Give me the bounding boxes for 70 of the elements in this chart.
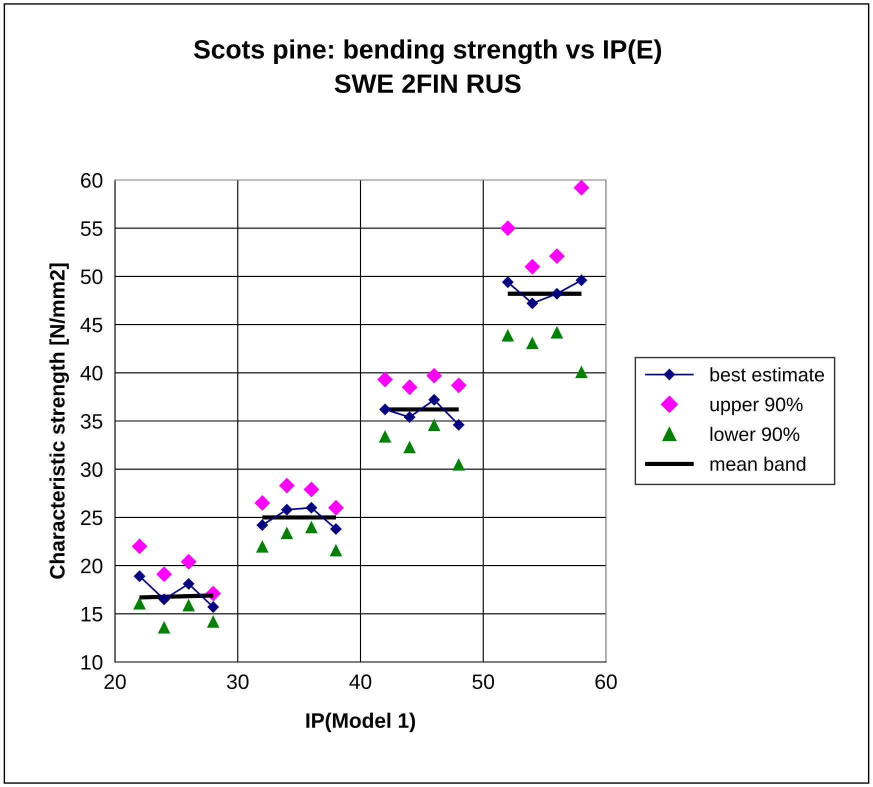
point (426, 368, 442, 384)
point (574, 180, 590, 196)
point (158, 621, 170, 634)
y-tick-label: 40 (80, 366, 102, 381)
point (206, 615, 220, 628)
legend-label: best estimate (710, 367, 824, 382)
point (158, 594, 170, 605)
point (378, 430, 392, 443)
point (428, 394, 440, 406)
point (500, 220, 516, 236)
point (328, 500, 344, 516)
point (450, 377, 467, 394)
point (134, 570, 146, 582)
point (402, 379, 418, 396)
point (453, 419, 464, 430)
point (306, 502, 318, 514)
point (281, 504, 292, 516)
y-tick-label: 60 (81, 173, 102, 188)
y-axis-title: Characteristic strength [N/mm2] (49, 264, 69, 579)
point (575, 366, 588, 378)
point (304, 482, 320, 498)
point (526, 298, 538, 309)
point (330, 544, 342, 556)
point (180, 554, 197, 570)
y-tick-label: 35 (80, 414, 102, 429)
point (132, 538, 148, 554)
point (428, 418, 440, 432)
y-tick-label: 50 (80, 269, 102, 284)
point (526, 336, 539, 350)
point (330, 523, 342, 535)
x-tick-label: 50 (472, 674, 494, 690)
point (404, 412, 416, 423)
point (183, 578, 194, 590)
point (379, 404, 391, 416)
point (156, 566, 172, 582)
y-tick-label: 55 (80, 221, 102, 236)
point (549, 248, 565, 264)
point (256, 540, 269, 553)
point (524, 258, 540, 275)
point (305, 520, 318, 534)
point (403, 440, 416, 454)
y-tick-label: 25 (81, 510, 102, 526)
y-tick-label: 10 (82, 655, 102, 670)
point (550, 326, 564, 339)
y-tick-label: 45 (80, 318, 102, 332)
point (502, 276, 514, 288)
chart-title: Scots pine: bending strength vs IP(E) SWE 2FIN RUS (194, 39, 662, 94)
legend-label: mean band (710, 456, 806, 471)
legend-label: upper 90% (710, 398, 803, 416)
legend-label: lower 90% (710, 426, 800, 442)
y-tick-label: 20 (81, 558, 102, 574)
y-tick-label: 30 (80, 462, 102, 477)
x-tick-label: 20 (104, 674, 126, 690)
point (208, 601, 219, 613)
point (377, 372, 393, 388)
point (452, 458, 465, 471)
point (256, 520, 268, 531)
x-tick-label: 60 (595, 674, 617, 690)
point (182, 598, 195, 612)
point (133, 596, 146, 610)
point (502, 328, 514, 342)
point (278, 478, 295, 494)
point (280, 526, 294, 540)
point (254, 495, 270, 511)
point (551, 288, 563, 300)
x-axis-title: IP(Model 1) (306, 712, 416, 732)
x-tick-label: 30 (226, 674, 249, 690)
point (576, 274, 588, 286)
y-tick-label: 15 (82, 607, 102, 622)
x-tick-label: 40 (349, 674, 372, 690)
